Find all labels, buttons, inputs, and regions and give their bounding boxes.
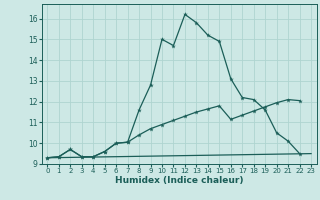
X-axis label: Humidex (Indice chaleur): Humidex (Indice chaleur) [115, 176, 244, 185]
